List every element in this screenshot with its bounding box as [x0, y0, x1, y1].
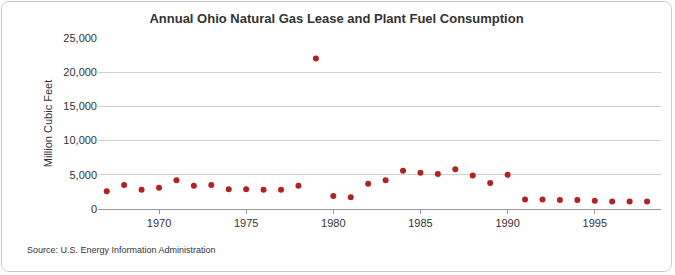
svg-text:5,000: 5,000 [69, 169, 97, 181]
svg-text:15,000: 15,000 [63, 100, 97, 112]
svg-text:1985: 1985 [408, 217, 432, 229]
svg-text:20,000: 20,000 [63, 66, 97, 78]
svg-text:25,000: 25,000 [63, 32, 97, 44]
svg-text:0: 0 [91, 203, 97, 215]
svg-text:10,000: 10,000 [63, 134, 97, 146]
svg-text:1975: 1975 [234, 217, 258, 229]
svg-text:1980: 1980 [321, 217, 345, 229]
svg-text:1995: 1995 [583, 217, 607, 229]
svg-text:1970: 1970 [147, 217, 171, 229]
svg-text:Annual Ohio Natural Gas Lease: Annual Ohio Natural Gas Lease and Plant … [149, 11, 523, 26]
svg-text:Million Cubic Feet: Million Cubic Feet [42, 80, 54, 167]
svg-text:Source: U.S. Energy Informatio: Source: U.S. Energy Information Administ… [27, 245, 216, 255]
svg-text:1990: 1990 [495, 217, 519, 229]
